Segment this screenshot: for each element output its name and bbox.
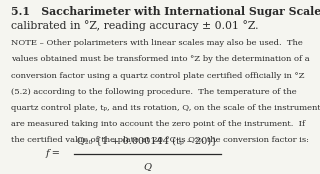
Text: the certified value of the plate at 20 °C is Q₂₀, the conversion factor is:: the certified value of the plate at 20 °… <box>11 136 309 144</box>
Text: Q₂₀ {1 + 0.000144 (tₚ – 20)}: Q₂₀ {1 + 0.000144 (tₚ – 20)} <box>77 136 217 145</box>
Text: calibrated in °Z, reading accuracy ± 0.01 °Z.: calibrated in °Z, reading accuracy ± 0.0… <box>11 20 259 31</box>
Text: Q: Q <box>143 163 151 172</box>
Text: NOTE – Other polarimeters with linear scales may also be used.  The: NOTE – Other polarimeters with linear sc… <box>11 39 303 47</box>
Text: (5.2) according to the following procedure.  The temperature of the: (5.2) according to the following procedu… <box>11 88 297 96</box>
Text: f =: f = <box>46 149 61 159</box>
Text: values obtained must be transformed into °Z by the determination of a: values obtained must be transformed into… <box>11 55 310 63</box>
Text: 5.1   Saccharimeter with International Sugar Scale –: 5.1 Saccharimeter with International Sug… <box>11 6 320 17</box>
Text: are measured taking into account the zero point of the instrument.  If: are measured taking into account the zer… <box>11 120 305 128</box>
Text: quartz control plate, tₚ, and its rotation, Q, on the scale of the instrument: quartz control plate, tₚ, and its rotati… <box>11 104 320 112</box>
Text: conversion factor using a quartz control plate certified officially in °Z: conversion factor using a quartz control… <box>11 72 305 80</box>
